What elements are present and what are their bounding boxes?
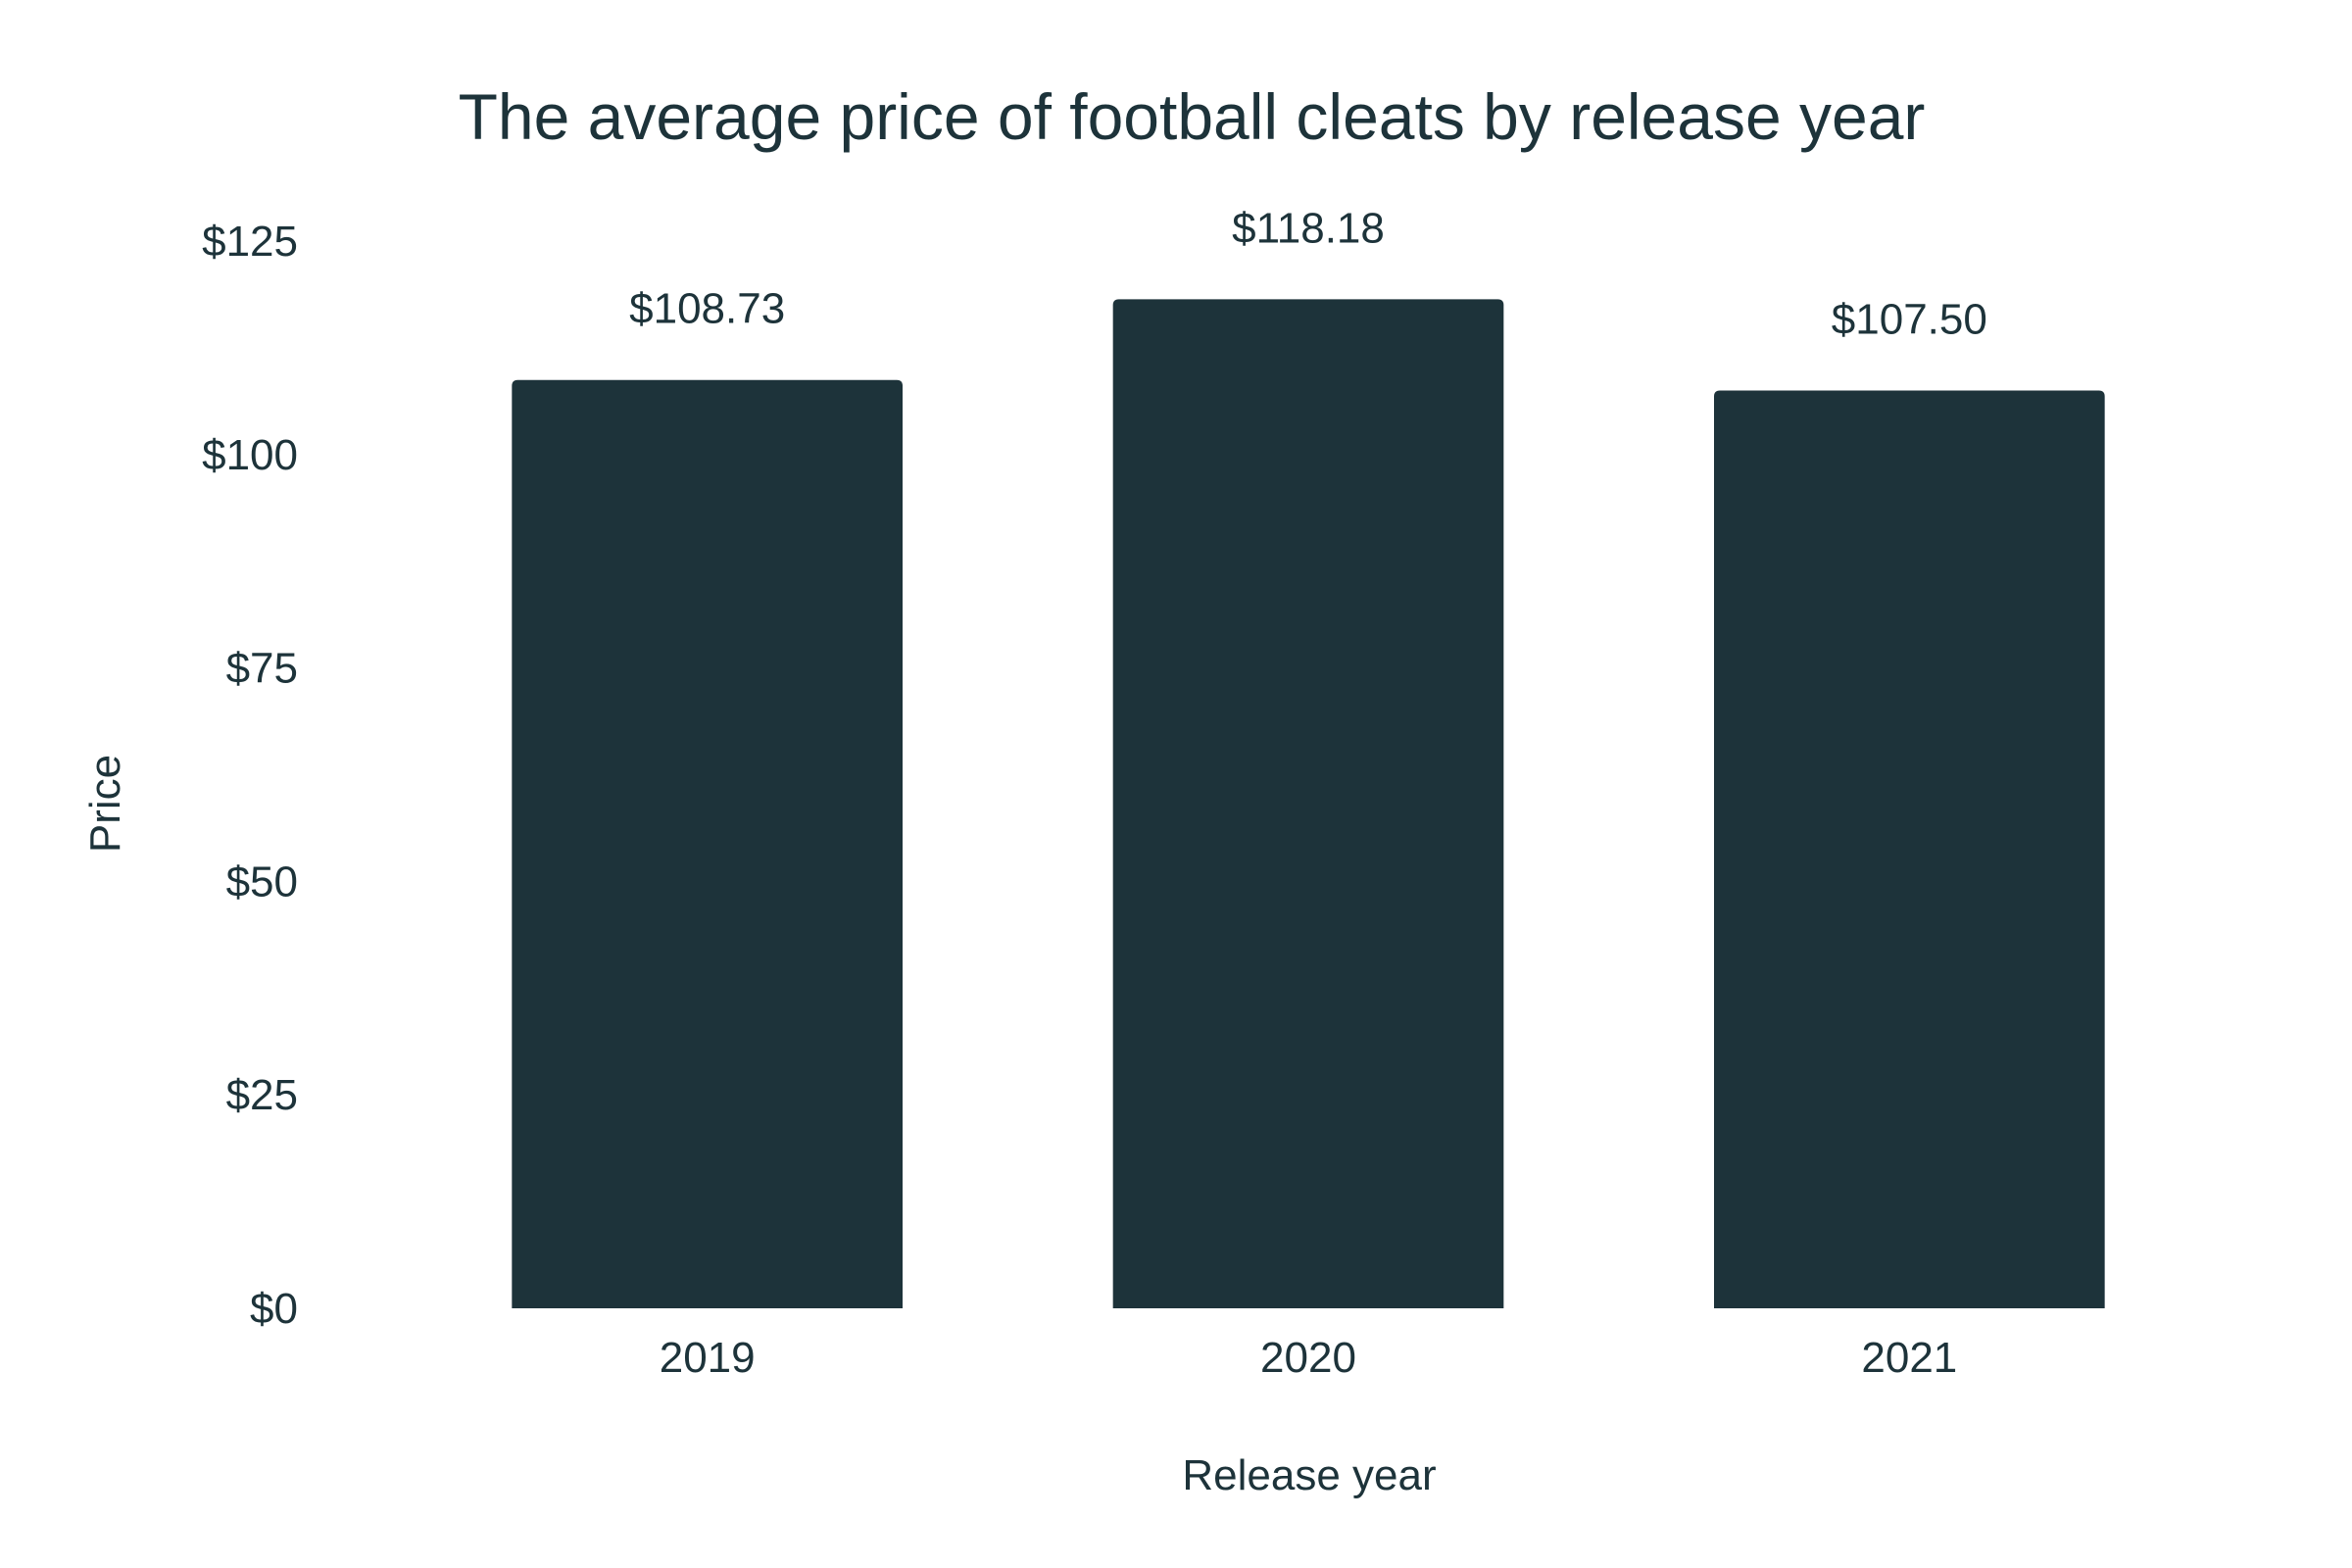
- bar-2019: [512, 379, 903, 1308]
- y-tick-label: $50: [226, 858, 298, 906]
- x-tick-label: 2021: [1861, 1334, 1957, 1382]
- y-tick-label: $25: [226, 1071, 298, 1119]
- bar-2021: [1714, 390, 2105, 1309]
- y-tick-label: $100: [202, 431, 298, 479]
- bar-2020: [1112, 299, 1504, 1309]
- x-tick-label: 2020: [1260, 1334, 1356, 1382]
- y-tick-label: $0: [250, 1285, 298, 1333]
- y-tick-label: $75: [226, 645, 298, 693]
- y-tick-label: $125: [202, 218, 298, 266]
- data-labels: $108.73 $118.18 $107.50: [629, 204, 1987, 343]
- bars: [512, 299, 2105, 1309]
- chart-title: The average price of football cleats by …: [459, 80, 1926, 153]
- x-tick-label: 2019: [660, 1334, 756, 1382]
- y-axis-title: Price: [81, 755, 129, 853]
- data-label-2019: $108.73: [629, 285, 785, 333]
- y-axis-ticks: $0 $25 $50 $75 $100 $125: [202, 218, 298, 1333]
- x-axis-ticks: 2019 2020 2021: [660, 1334, 1958, 1382]
- x-axis-title: Release year: [1182, 1451, 1436, 1499]
- data-label-2020: $118.18: [1232, 204, 1385, 252]
- data-label-2021: $107.50: [1832, 295, 1987, 343]
